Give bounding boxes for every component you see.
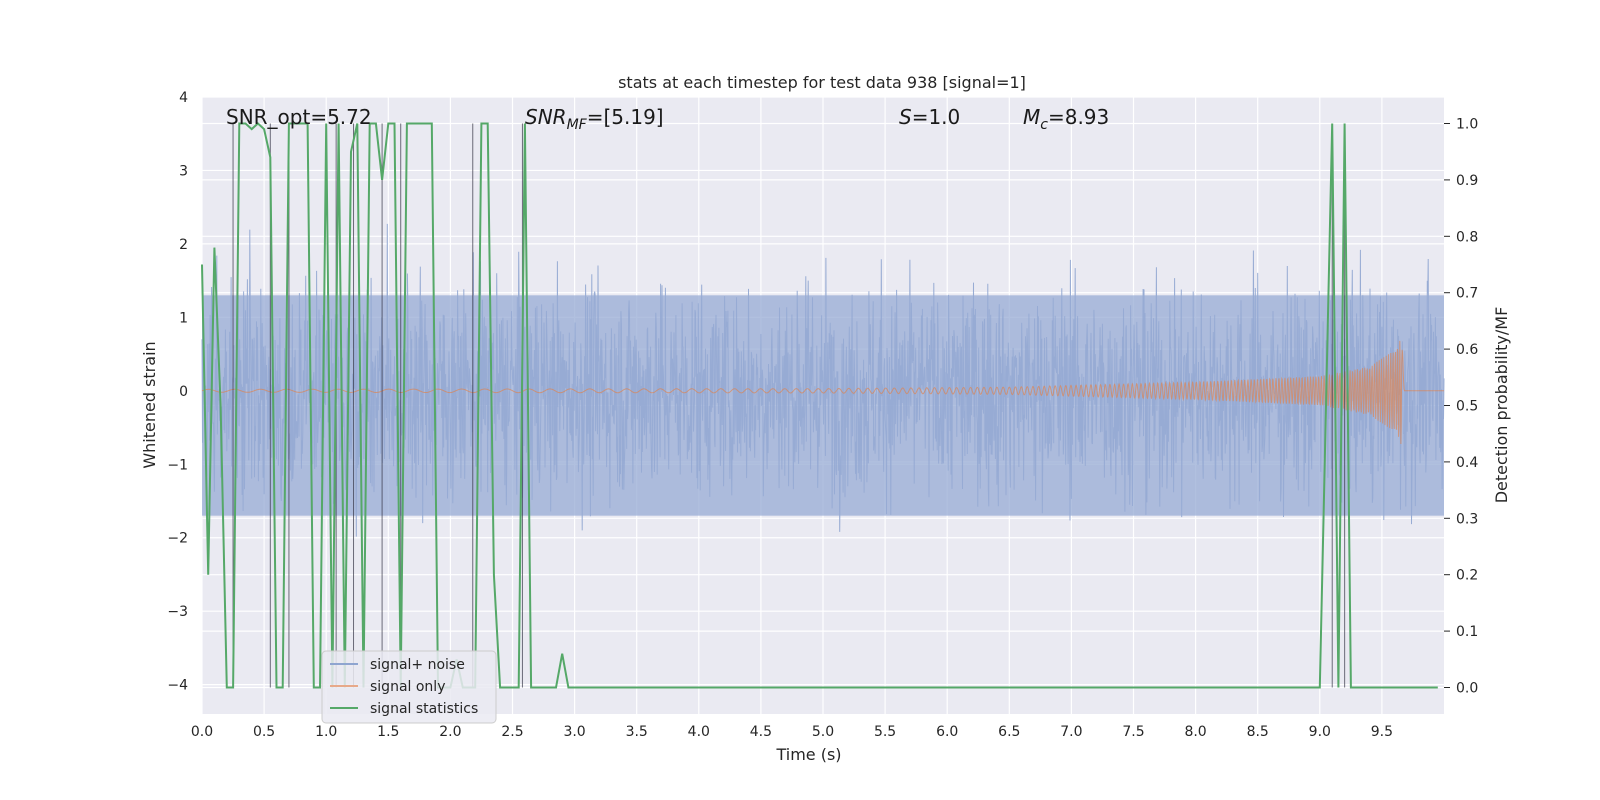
series-signal-only — [201, 340, 1444, 445]
y2-tick-label: 0.1 — [1456, 624, 1478, 640]
chart-title: stats at each timestep for test data 938… — [618, 73, 1026, 92]
y-tick-label: −3 — [167, 604, 188, 620]
y2-axis-ticks: 1.0 0.9 0.8 0.7 0.6 0.5 0.4 0.3 0.2 0.1 0.0 — [1444, 117, 1478, 696]
x-tick-label: 5.5 — [874, 724, 896, 740]
y-tick-label: −4 — [167, 678, 188, 694]
y-tick-label: 2 — [179, 237, 188, 253]
x-tick-label: 3.0 — [563, 724, 585, 740]
x-tick-label: 8.5 — [1247, 724, 1269, 740]
x-tick-label: 5.0 — [812, 724, 834, 740]
x-tick-label: 1.5 — [377, 724, 399, 740]
y2-tick-label: 0.9 — [1456, 173, 1478, 189]
legend-box — [321, 650, 497, 724]
detection-vertical-lines — [232, 123, 1346, 688]
annotation-mc: Mc=8.93 — [1023, 105, 1109, 133]
y2-tick-label: 1.0 — [1456, 117, 1478, 133]
series-signal-statistics — [201, 122, 1438, 689]
y-tick-label: −1 — [167, 457, 188, 473]
x-axis-ticks: 0.0 0.5 1.0 1.5 2.0 2.5 3.0 3.5 4.0 4.5 5.0 5.5 6.0 6… — [191, 724, 1393, 740]
signal-only-line — [201, 340, 1444, 445]
x-tick-label: 8.0 — [1184, 724, 1206, 740]
y-axis-label: Whitened strain — [140, 341, 159, 468]
x-tick-label: 4.5 — [750, 724, 772, 740]
x-tick-label: 7.5 — [1122, 724, 1144, 740]
x-tick-label: 9.5 — [1371, 724, 1393, 740]
x-tick-label: 9.0 — [1309, 724, 1331, 740]
annotation-s: S=1.0 — [899, 105, 960, 129]
y2-tick-label: 0.3 — [1456, 511, 1478, 527]
x-tick-label: 6.5 — [998, 724, 1020, 740]
y-tick-label: 0 — [179, 384, 188, 400]
y2-tick-label: 0.7 — [1456, 286, 1478, 302]
y2-axis-label: Detection probability/MF — [1492, 307, 1511, 504]
y2-tick-label: 0.6 — [1456, 342, 1478, 358]
y2-tick-label: 0.4 — [1456, 455, 1478, 471]
legend-label-signal-only: signal only — [370, 679, 445, 695]
y2-tick-label: 0.0 — [1456, 680, 1478, 696]
annotation-snr-opt: SNR_opt=5.72 — [226, 105, 372, 129]
y-axis-ticks: 4 3 2 1 0 −1 −2 −3 −4 — [167, 90, 188, 694]
y-tick-label: −2 — [167, 531, 188, 547]
signal-statistics-line — [201, 122, 1438, 689]
y-tick-label: 3 — [179, 163, 188, 179]
x-tick-label: 4.0 — [688, 724, 710, 740]
x-tick-label: 6.0 — [936, 724, 958, 740]
y2-tick-label: 0.2 — [1456, 568, 1478, 584]
y2-tick-label: 0.8 — [1456, 229, 1478, 245]
y-tick-label: 4 — [179, 90, 188, 106]
y-tick-label: 1 — [179, 310, 188, 326]
legend-label-signal-noise: signal+ noise — [370, 657, 465, 673]
x-axis-label: Time (s) — [775, 745, 841, 764]
legend-label-signal-statistics: signal statistics — [370, 701, 478, 717]
x-tick-label: 2.0 — [439, 724, 461, 740]
x-tick-label: 1.0 — [315, 724, 337, 740]
legend: signal+ noise signal only signal statist… — [321, 650, 497, 724]
annotation-snr-mf: SNRMF=[5.19] — [525, 105, 664, 133]
y2-tick-label: 0.5 — [1456, 399, 1478, 415]
x-tick-label: 0.5 — [253, 724, 275, 740]
x-tick-label: 3.5 — [626, 724, 648, 740]
x-tick-label: 7.0 — [1060, 724, 1082, 740]
signal-noise-band — [202, 295, 1444, 516]
x-tick-label: 2.5 — [501, 724, 523, 740]
series-signal-noise — [201, 223, 1445, 537]
x-tick-label: 0.0 — [191, 724, 213, 740]
